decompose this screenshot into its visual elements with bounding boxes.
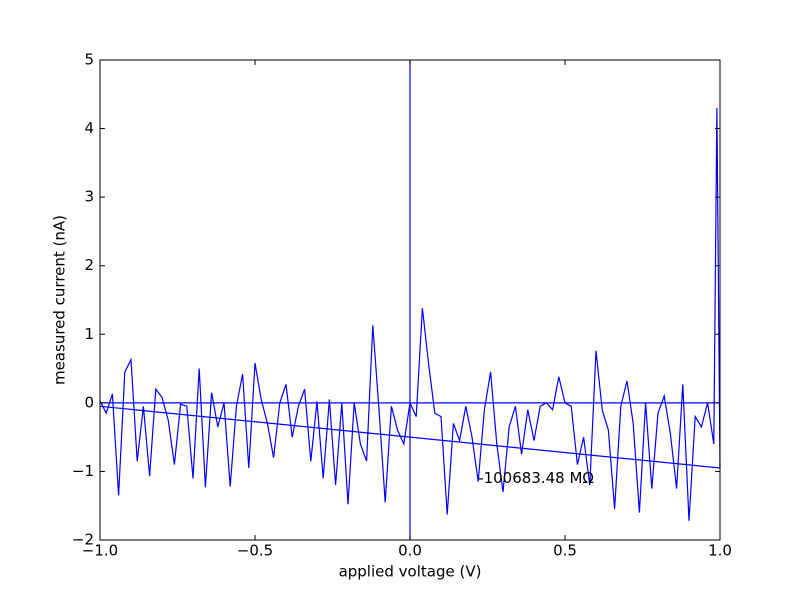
- y-tick-label: 1: [84, 325, 94, 343]
- x-tick-label: 0.5: [553, 542, 577, 560]
- y-tick-label: 5: [84, 51, 94, 69]
- data-line: [99, 107, 721, 521]
- y-tick-label: 2: [84, 256, 94, 274]
- x-tick-label: −1.0: [82, 542, 118, 560]
- x-axis-label: applied voltage (V): [339, 563, 482, 581]
- annotation: -100683.48 MΩ: [478, 469, 594, 487]
- y-axis-label: measured current (nA): [51, 215, 69, 385]
- y-tick-label: 3: [84, 188, 94, 206]
- y-tick-label: 0: [84, 393, 94, 411]
- y-tick-label: −2: [72, 531, 94, 549]
- x-tick-label: −0.5: [237, 542, 273, 560]
- y-tick-label: 4: [84, 119, 94, 137]
- x-tick-label: 0.0: [398, 542, 422, 560]
- x-tick-label: 1.0: [708, 542, 732, 560]
- data-line: [99, 405, 721, 469]
- y-tick-label: −1: [72, 462, 94, 480]
